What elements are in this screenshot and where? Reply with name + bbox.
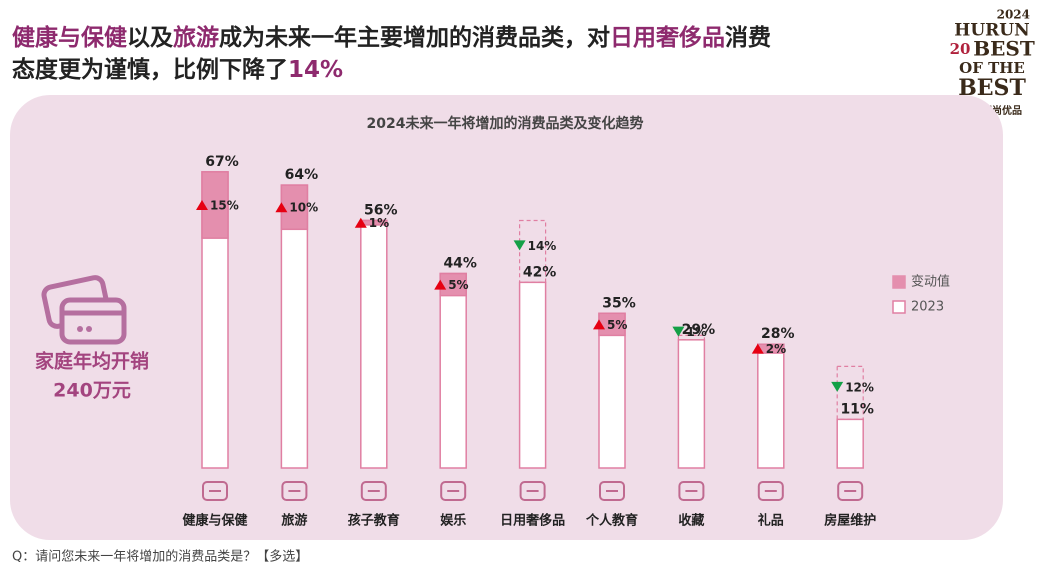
value-label: 56% [364, 202, 398, 218]
x-tick-label: 孩子教育 [348, 513, 400, 529]
panel [10, 95, 1003, 540]
change-label: 2% [766, 342, 786, 356]
change-label: 1% [686, 325, 706, 339]
bar [518, 281, 547, 469]
icon-shape [281, 481, 308, 501]
change-arrow [275, 202, 288, 213]
headline-segment: 14% [288, 57, 343, 83]
change-arrow [751, 343, 764, 354]
category-icon [519, 481, 546, 501]
bar [598, 312, 626, 469]
category-icon [757, 481, 784, 501]
side-icon [41, 275, 127, 345]
logo-mark: 20 [950, 40, 971, 58]
category-icon [837, 481, 864, 501]
change-label: 1% [369, 216, 389, 230]
x-tick-label: 收藏 [678, 513, 704, 529]
icon-shape [440, 481, 467, 501]
logo-line: BEST [973, 37, 1035, 61]
category-icon [360, 481, 387, 501]
change-label: 5% [448, 278, 468, 292]
category-icon [440, 481, 467, 501]
bar [836, 418, 864, 469]
headline-line: 健康与保健以及旅游成为未来一年主要增加的消费品类，对日用奢侈品消费 [12, 24, 771, 51]
x-tick-label: 房屋维护 [824, 513, 876, 529]
icon-shape [599, 481, 625, 501]
category-icon [202, 481, 228, 501]
change-label: 12% [845, 380, 874, 394]
side-value: 240万元 [53, 380, 131, 402]
legend-swatch [892, 300, 906, 314]
change-arrow [672, 326, 685, 337]
icon-shape [519, 481, 546, 501]
headline-segment: 日用奢侈品 [610, 25, 725, 51]
footnote: Q：请问您未来一年将增加的消费品类是？【多选】 [12, 549, 308, 565]
side-label: 家庭年均开销 [35, 350, 149, 373]
icon-shape [202, 481, 228, 501]
icon-shape [678, 481, 705, 501]
logo-year: 2024 [997, 8, 1030, 22]
headline: 健康与保健以及旅游成为未来一年主要增加的消费品类，对日用奢侈品消费态度更为谨慎，… [12, 24, 771, 83]
category-icon [599, 481, 625, 501]
value-label: 28% [761, 326, 795, 342]
headline-segment: 成为未来一年主要增加的消费品类，对 [219, 24, 610, 51]
change-segment [518, 219, 547, 283]
change-label: 10% [289, 201, 318, 215]
x-tick-label: 娱乐 [440, 513, 466, 529]
chart-title: 2024未来一年将增加的消费品类及变化趋势 [367, 115, 644, 132]
x-tick-label: 个人教育 [585, 513, 638, 529]
change-label: 5% [607, 318, 627, 332]
bar [677, 339, 706, 469]
headline-segment: 旅游 [173, 24, 219, 51]
icon-shape [837, 481, 864, 501]
value-label: 11% [840, 401, 874, 417]
change-label: 14% [528, 239, 557, 253]
x-tick-label: 健康与保健 [182, 513, 247, 529]
icon-shape [360, 481, 387, 501]
bar [439, 272, 467, 469]
change-arrow [196, 200, 208, 211]
x-tick-label: 礼品 [758, 513, 784, 529]
headline-segment: 以及 [127, 25, 173, 51]
headline-line: 态度更为谨慎，比例下降了14% [12, 56, 343, 83]
plot: 15%67%健康与保健10%64%旅游1%56%孩子教育5%44%娱乐14%42… [182, 154, 950, 529]
value-label: 67% [205, 154, 239, 170]
bar [280, 184, 309, 469]
change-label: 15% [210, 199, 239, 213]
x-tick-label: 旅游 [281, 513, 307, 529]
change-arrow [434, 279, 447, 290]
value-label: 35% [602, 295, 636, 311]
value-label: 64% [285, 167, 319, 183]
logo-line: OF THE [959, 59, 1025, 77]
headline-segment: 态度更为谨慎，比例下降了 [12, 56, 288, 83]
legend-label: 变动值 [911, 274, 950, 290]
bar [757, 343, 785, 469]
logo-brand: HURUN [954, 21, 1029, 41]
icon-shape [757, 481, 784, 501]
headline-segment: 健康与保健 [12, 24, 127, 51]
legend-label: 2023 [911, 300, 944, 315]
value-label: 44% [443, 256, 477, 272]
category-icon [281, 481, 308, 501]
change-arrow [593, 319, 605, 330]
change-arrow [354, 217, 367, 228]
value-label: 29% [682, 322, 716, 338]
change-arrow [513, 240, 526, 251]
value-label: 42% [523, 264, 557, 280]
change-arrow [831, 381, 844, 392]
bar [360, 219, 388, 469]
legend-swatch [892, 275, 906, 289]
x-tick-label: 日用奢侈品 [500, 513, 565, 529]
headline-segment: 消费 [725, 25, 771, 51]
change-segment [836, 365, 864, 420]
category-icon [678, 481, 705, 501]
change-segment [677, 334, 706, 341]
